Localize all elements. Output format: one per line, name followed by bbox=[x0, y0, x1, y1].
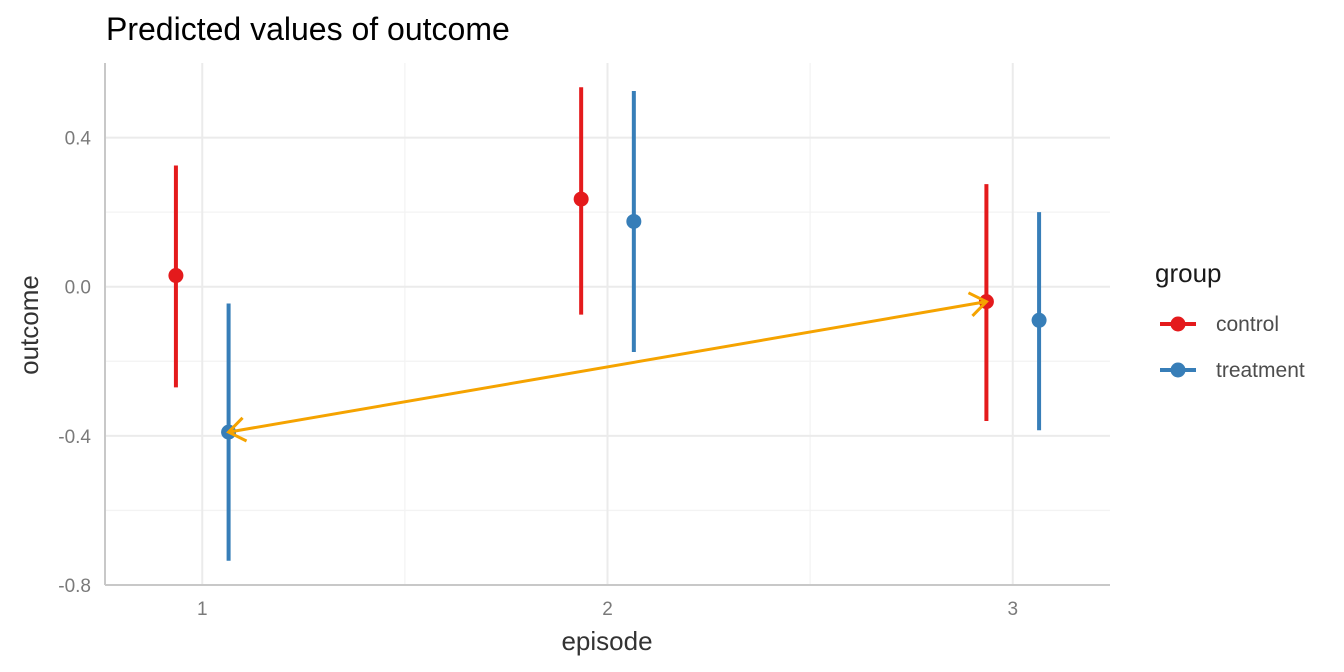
y-tick-label: 0.4 bbox=[65, 129, 92, 150]
legend-title: group bbox=[1155, 258, 1222, 288]
annotation-arrowhead-end bbox=[967, 291, 989, 318]
control-point bbox=[573, 191, 589, 207]
legend-label-control: control bbox=[1216, 313, 1279, 336]
annotation-arrowhead-start bbox=[226, 416, 248, 443]
legend-label-treatment: treatment bbox=[1216, 359, 1305, 382]
y-axis-title: outcome bbox=[14, 275, 44, 375]
x-tick-label: 2 bbox=[602, 599, 613, 620]
legend: group control treatment bbox=[1155, 258, 1305, 382]
chart-title: Predicted values of outcome bbox=[106, 11, 510, 47]
legend-key-point-treatment bbox=[1170, 362, 1186, 378]
y-tick-label: -0.8 bbox=[58, 576, 91, 597]
x-axis-ticks: 1 2 3 bbox=[197, 599, 1018, 620]
annotation-layer bbox=[226, 291, 989, 443]
treatment-point bbox=[626, 213, 642, 229]
x-axis-title: episode bbox=[561, 626, 652, 656]
treatment-point bbox=[1031, 312, 1047, 328]
y-tick-label: -0.4 bbox=[58, 427, 91, 448]
legend-key-point-control bbox=[1170, 316, 1186, 332]
y-axis-ticks: -0.8 -0.4 0.0 0.4 bbox=[58, 129, 91, 597]
major-gridlines bbox=[105, 63, 1110, 586]
x-tick-label: 1 bbox=[197, 599, 208, 620]
x-tick-label: 3 bbox=[1007, 599, 1018, 620]
control-point bbox=[168, 268, 184, 284]
annotation-arrow-line bbox=[228, 300, 987, 434]
y-tick-label: 0.0 bbox=[65, 278, 91, 299]
